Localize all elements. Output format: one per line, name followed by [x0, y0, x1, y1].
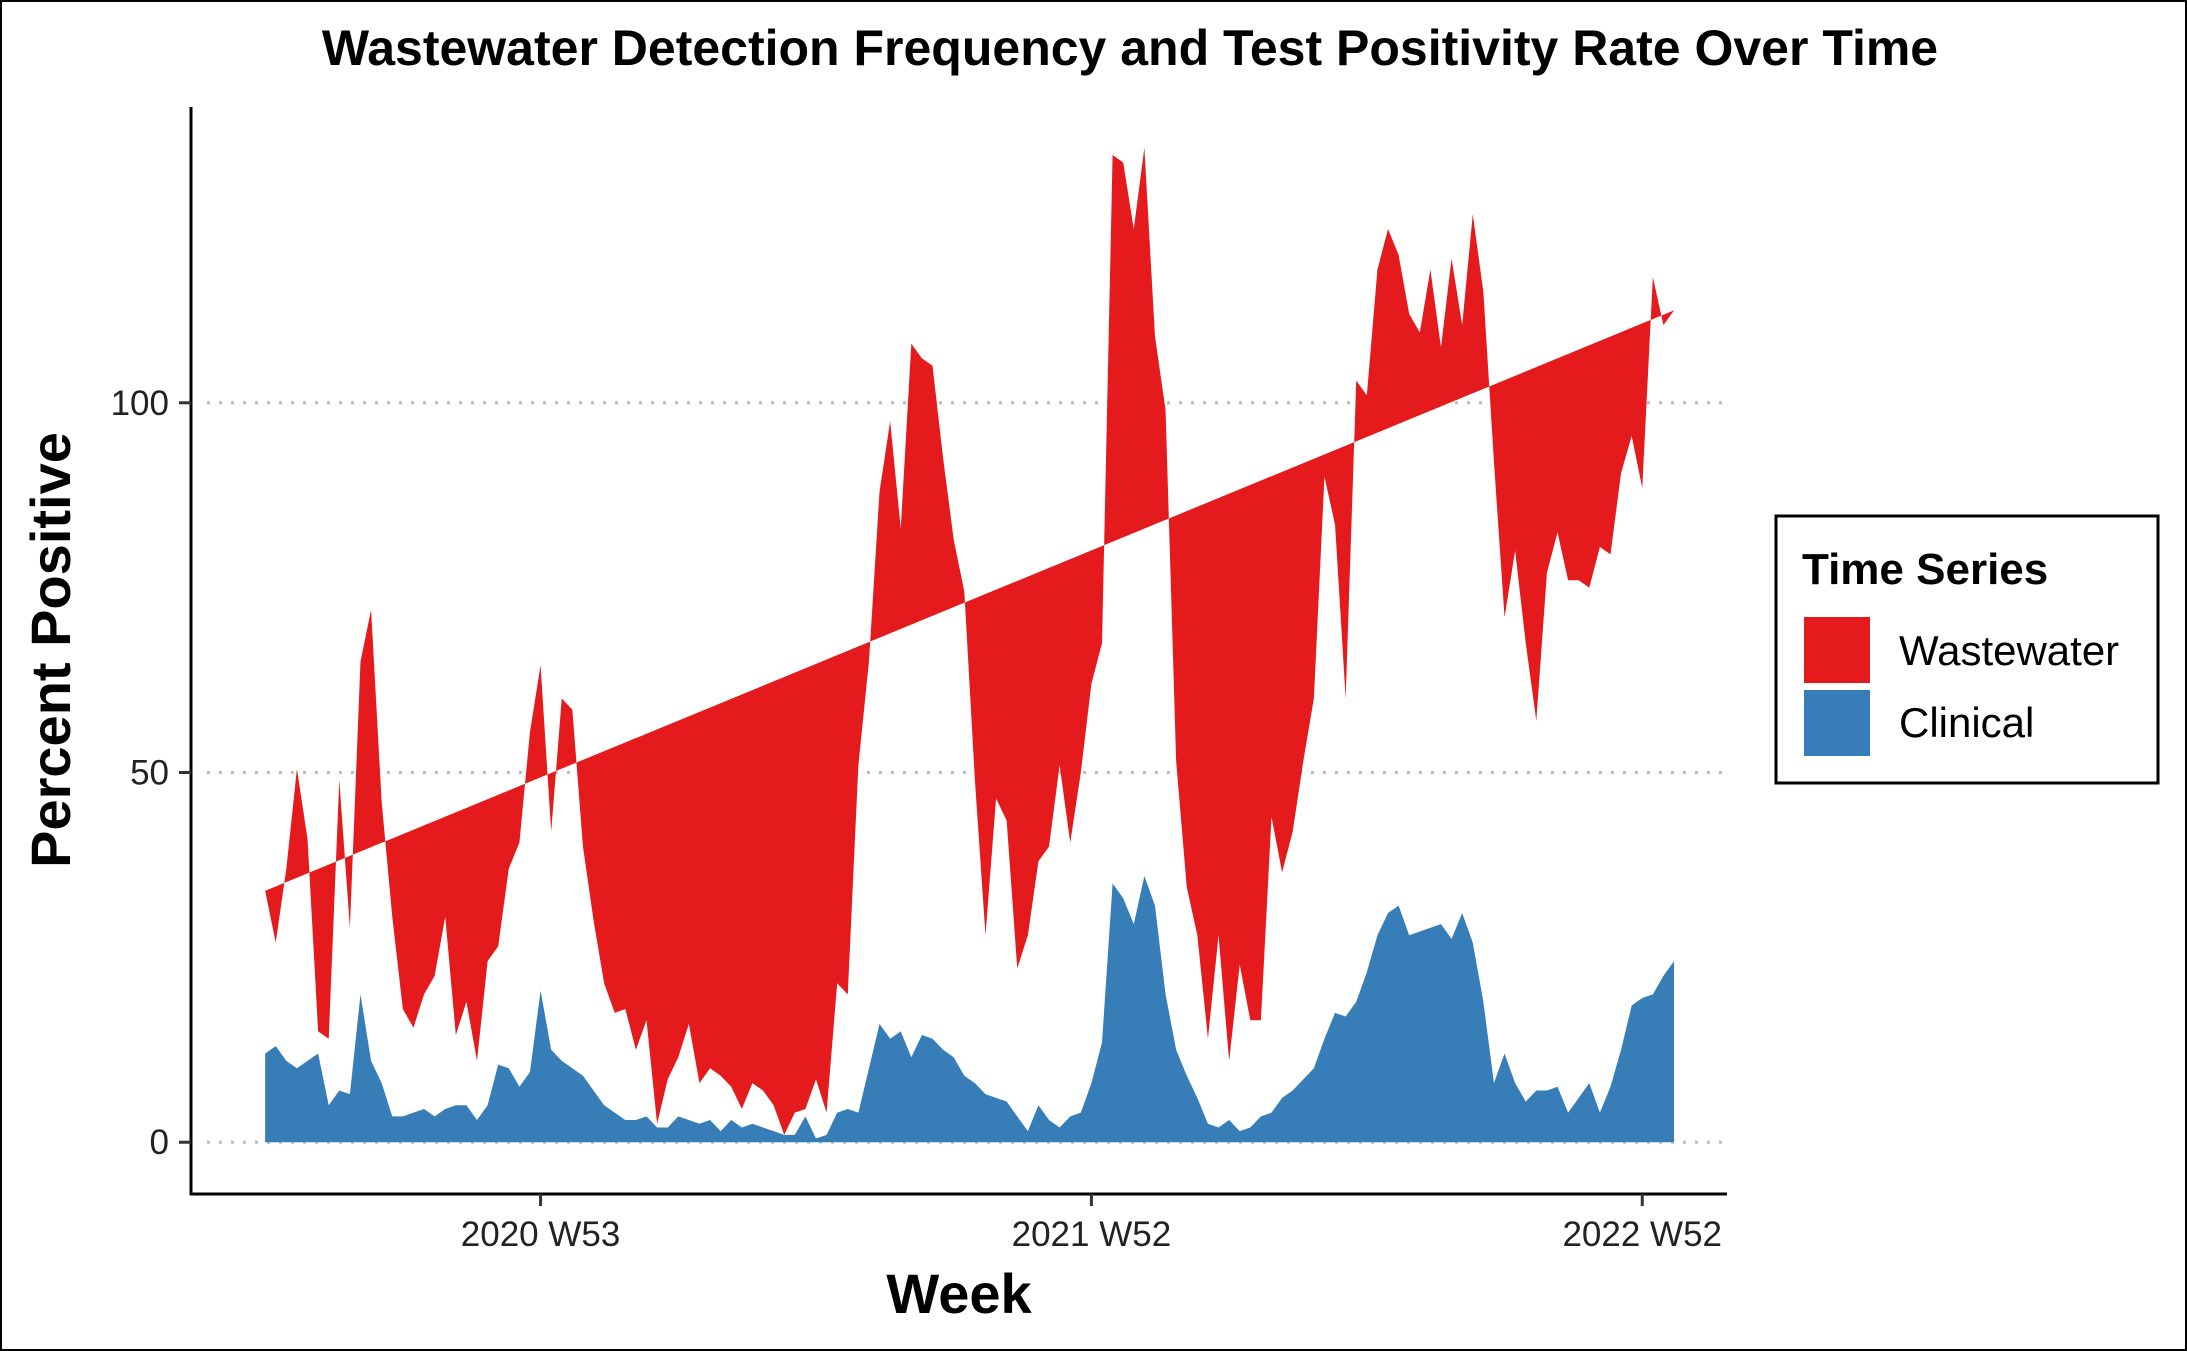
- x-tick-label-2: 2022 W52: [1562, 1215, 1722, 1254]
- x-axis-title: Week: [886, 1262, 1032, 1325]
- chart-title: Wastewater Detection Frequency and Test …: [322, 20, 1938, 76]
- legend-label-wastewater: Wastewater: [1899, 627, 2119, 674]
- area-series: [265, 147, 1675, 1143]
- y-tick-label-0: 0: [150, 1123, 169, 1162]
- area-clinical: [265, 876, 1675, 1143]
- axes: [189, 107, 1727, 1196]
- area-wastewater: [265, 147, 1675, 1135]
- y-tick-label-50: 50: [130, 754, 169, 793]
- x-tick-label-1: 2021 W52: [1012, 1215, 1172, 1254]
- legend-label-clinical: Clinical: [1899, 699, 2034, 746]
- legend-title: Time Series: [1802, 545, 2048, 594]
- legend: Time Series Wastewater Clinical: [1774, 514, 2160, 785]
- y-axis-title: Percent Positive: [19, 432, 82, 868]
- legend-swatch-clinical: [1804, 690, 1870, 756]
- legend-swatch-wastewater: [1804, 617, 1870, 683]
- x-tick-label-0: 2020 W53: [461, 1215, 621, 1254]
- axis-ticks: 0 50 100 2020 W53 2021 W52 2022 W52: [111, 384, 1722, 1254]
- y-tick-label-100: 100: [111, 384, 169, 423]
